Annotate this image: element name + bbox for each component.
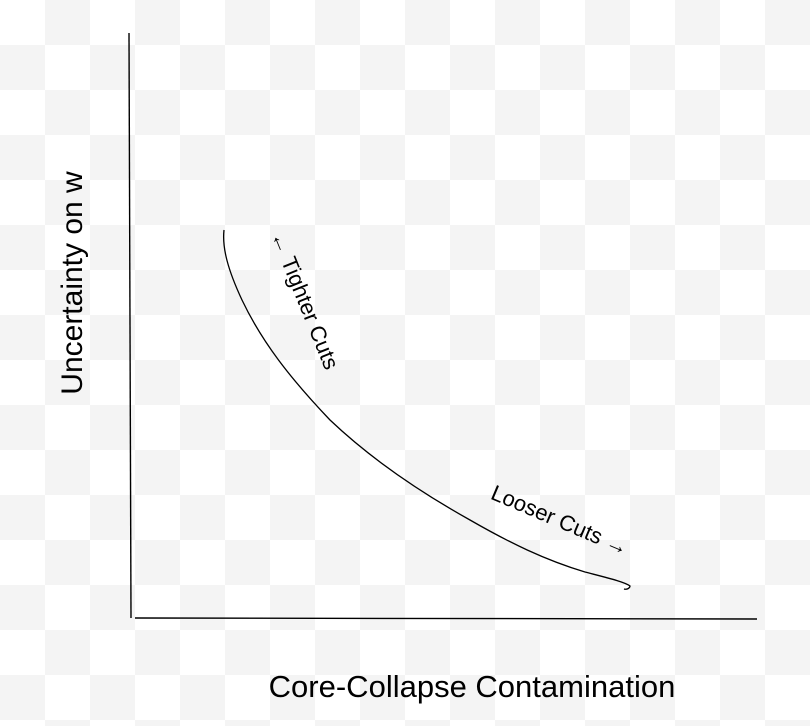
y-axis-label: Uncertainty on w [56, 171, 89, 395]
x-axis-label: Core-Collapse Contamination [269, 669, 676, 704]
tighter-cuts-annotation: ← Tighter Cuts [266, 227, 344, 372]
tradeoff-curve [222, 229, 631, 590]
x-axis [134, 617, 758, 620]
y-axis [128, 32, 132, 619]
looser-cuts-annotation: Looser Cuts → [488, 480, 633, 560]
